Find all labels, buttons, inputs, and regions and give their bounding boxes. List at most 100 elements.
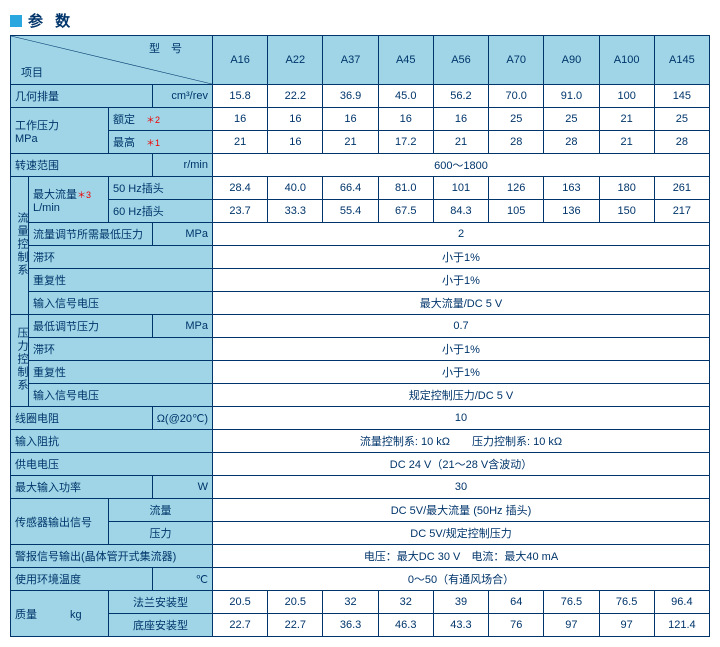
cell: 105 (489, 200, 544, 223)
cell: 76.5 (599, 591, 654, 614)
minadj-unit: MPa (153, 315, 213, 338)
cell: 36.3 (323, 614, 378, 637)
cell: 32 (323, 591, 378, 614)
speed-unit: r/min (153, 154, 213, 177)
cell: 81.0 (378, 177, 433, 200)
cell: 28 (489, 131, 544, 154)
cell: 39 (433, 591, 488, 614)
cell: 22.7 (268, 614, 323, 637)
flow-sys-label: 流量控制系 (11, 177, 29, 315)
cell: 217 (654, 200, 709, 223)
row-hyst2: 滞环 小于1% (11, 338, 710, 361)
cell: 97 (544, 614, 599, 637)
sigv-label: 输入信号电压 (29, 292, 213, 315)
row-sigv2: 输入信号电压 规定控制压力/DC 5 V (11, 384, 710, 407)
cell: 40.0 (268, 177, 323, 200)
repeat2-val: 小于1% (213, 361, 710, 384)
sigv-flow-val: 最大流量/DC 5 V (213, 292, 710, 315)
wp-rated-label: 额定 ＊2 (109, 108, 213, 131)
sensor-press-label: 压力 (109, 522, 213, 545)
cell: 25 (654, 108, 709, 131)
title-text: 参 数 (28, 10, 74, 31)
cell: 25 (489, 108, 544, 131)
col-A45: A45 (378, 36, 433, 85)
cell: 16 (213, 108, 268, 131)
maxflow-label: 最大流量＊3 L/min (29, 177, 109, 223)
inimp-val: 流量控制系: 10 kΩ 压力控制系: 10 kΩ (213, 430, 710, 453)
cell: 126 (489, 177, 544, 200)
maxin-val: 30 (213, 476, 710, 499)
geom-unit: cm³/rev (153, 85, 213, 108)
alarm-label: 警报信号输出(晶体管开式集流器) (11, 545, 213, 568)
temp-unit: ℃ (153, 568, 213, 591)
sensor-flow-label: 流量 (109, 499, 213, 522)
cell: 163 (544, 177, 599, 200)
cell: 16 (378, 108, 433, 131)
coil-label: 线圈电阻 (11, 407, 153, 430)
col-A70: A70 (489, 36, 544, 85)
row-speed: 转速范围 r/min 600～1800 (11, 154, 710, 177)
col-A145: A145 (654, 36, 709, 85)
coil-val: 10 (213, 407, 710, 430)
supply-label: 供电电压 (11, 453, 213, 476)
row-sigv1: 输入信号电压 最大流量/DC 5 V (11, 292, 710, 315)
sensor-flow-val: DC 5V/最大流量 (50Hz 插头) (213, 499, 710, 522)
col-A100: A100 (599, 36, 654, 85)
cell: 16 (323, 108, 378, 131)
cell: 22.2 (268, 85, 323, 108)
cell: 20.5 (213, 591, 268, 614)
cell: 56.2 (433, 85, 488, 108)
cell: 21 (599, 108, 654, 131)
cell: 33.3 (268, 200, 323, 223)
supply-val: DC 24 V（21～28 V含波动） (213, 453, 710, 476)
cell: 17.2 (378, 131, 433, 154)
temp-label: 使用环境温度 (11, 568, 153, 591)
hyst-label: 滞环 (29, 246, 213, 269)
cell: 28 (544, 131, 599, 154)
cell: 101 (433, 177, 488, 200)
title-bullet (10, 15, 22, 27)
hyst2-val: 小于1% (213, 338, 710, 361)
cell: 261 (654, 177, 709, 200)
row-wp-max: 最高 ＊1 21 16 21 17.2 21 28 28 21 28 (11, 131, 710, 154)
col-A37: A37 (323, 36, 378, 85)
row-mass-base: 底座安装型 22.7 22.7 36.3 46.3 43.3 76 97 97 … (11, 614, 710, 637)
cell: 21 (323, 131, 378, 154)
cell: 96.4 (654, 591, 709, 614)
minadj-val: 0.7 (213, 315, 710, 338)
row-hyst1: 滞环 小于1% (11, 246, 710, 269)
minadj-label: 最低调节压力 (29, 315, 153, 338)
col-A90: A90 (544, 36, 599, 85)
temp-val: 0～50（有通风场合） (213, 568, 710, 591)
col-A56: A56 (433, 36, 488, 85)
geom-label: 几何排量 (11, 85, 153, 108)
row-minadj: 压力控制系 最低调节压力 MPa 0.7 (11, 315, 710, 338)
wp-max-label: 最高 ＊1 (109, 131, 213, 154)
cell: 150 (599, 200, 654, 223)
spec-table: 型 号 项目 A16 A22 A37 A45 A56 A70 A90 A100 … (10, 35, 710, 637)
row-hz50: 流量控制系 最大流量＊3 L/min 50 Hz插头 28.4 40.0 66.… (11, 177, 710, 200)
cell: 145 (654, 85, 709, 108)
alarm-val: 电压：最大DC 30 V 电流：最大40 mA (213, 545, 710, 568)
maxin-unit: W (153, 476, 213, 499)
cell: 45.0 (378, 85, 433, 108)
corner-item: 项目 (21, 64, 43, 80)
repeat-val: 小于1% (213, 269, 710, 292)
row-sensor-flow: 传感器输出信号 流量 DC 5V/最大流量 (50Hz 插头) (11, 499, 710, 522)
mass-base-label: 底座安装型 (109, 614, 213, 637)
press-sys-label: 压力控制系 (11, 315, 29, 407)
cell: 70.0 (489, 85, 544, 108)
sensor-label: 传感器输出信号 (11, 499, 109, 545)
sigv-press-val: 规定控制压力/DC 5 V (213, 384, 710, 407)
row-supply: 供电电压 DC 24 V（21～28 V含波动） (11, 453, 710, 476)
cell: 16 (268, 108, 323, 131)
cell: 76 (489, 614, 544, 637)
cell: 84.3 (433, 200, 488, 223)
row-minp: 流量调节所需最低压力 MPa 2 (11, 223, 710, 246)
hz50-label: 50 Hz插头 (109, 177, 213, 200)
cell: 21 (213, 131, 268, 154)
cell: 21 (599, 131, 654, 154)
cell: 121.4 (654, 614, 709, 637)
cell: 23.7 (213, 200, 268, 223)
row-inimp: 输入阻抗 流量控制系: 10 kΩ 压力控制系: 10 kΩ (11, 430, 710, 453)
